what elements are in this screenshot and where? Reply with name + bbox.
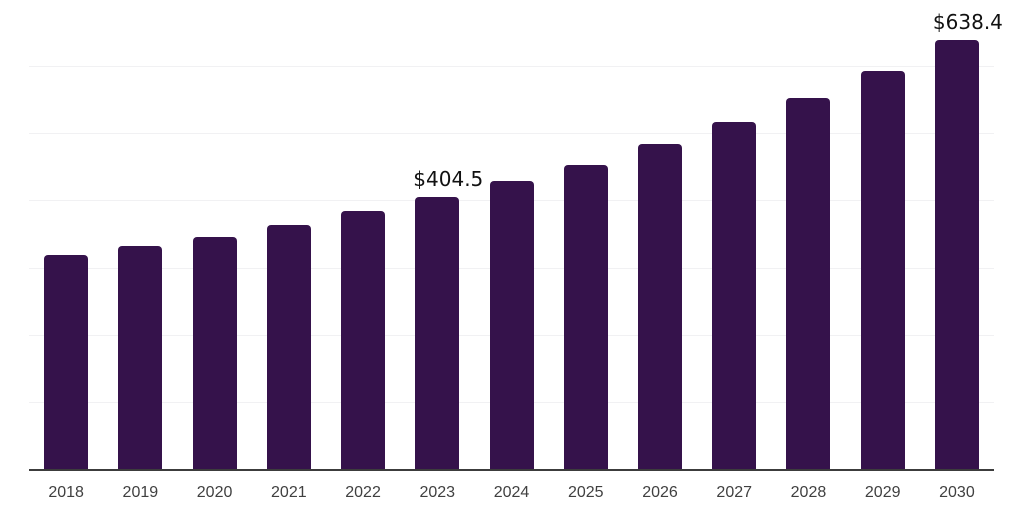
bars-row: $404.5 $638.4 [29,0,1003,469]
plot-area: $404.5 $638.4 [29,0,1003,469]
x-tick-label: 2019 [122,484,159,501]
x-tick-label: 2022 [345,484,381,501]
bar-group [177,0,251,469]
bar-group [103,0,177,469]
x-tick-label: 2026 [642,484,678,501]
bar [415,197,460,469]
bar [118,246,163,469]
bar-group [846,0,920,469]
x-tick-label: 2028 [790,484,827,501]
bar [712,122,757,469]
bar-group: $404.5 [400,0,483,469]
bar-group: $638.4 [920,0,1003,469]
bar [266,225,311,469]
bar-value-label: $404.5 [413,167,484,191]
bar [489,181,534,469]
bar [341,211,386,469]
bar [637,144,682,469]
bar [786,98,831,469]
bar-group [29,0,103,469]
x-tick-label: 2024 [493,484,530,501]
x-tick-label: 2025 [567,484,604,501]
bar [563,165,608,469]
x-tick-label: 2027 [716,484,753,501]
bar-group [252,0,326,469]
x-tick-label: 2030 [939,484,975,501]
x-tick-label: 2029 [864,484,901,501]
bar [934,40,979,469]
x-tick-label: 2021 [271,484,307,501]
bar [860,71,905,469]
x-axis: 2018 2019 2020 2021 2022 2023 2024 2025 2026 2027… [29,483,994,503]
bar [44,255,89,469]
bar-group [623,0,697,469]
bar-group [697,0,771,469]
bar-group [771,0,845,469]
gridline [29,133,994,135]
x-axis-line [29,469,994,471]
bar-group [474,0,548,469]
x-tick-label: 2020 [196,484,233,501]
bar-group [549,0,623,469]
x-tick-label: 2023 [419,484,456,501]
bar [192,237,237,469]
bar-value-label: $638.4 [932,10,1003,34]
x-tick-label: 2018 [48,484,84,501]
bar-group [326,0,400,469]
gridline [29,66,994,68]
